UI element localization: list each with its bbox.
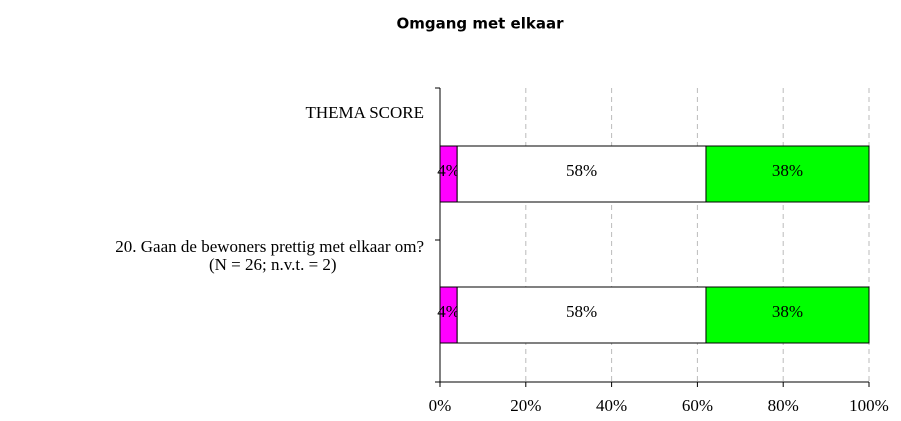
x-tick-label: 100%: [849, 396, 889, 415]
x-tick-label: 0%: [429, 396, 452, 415]
data-label: 38%: [772, 302, 803, 321]
chart-title: Omgang met elkaar: [396, 15, 564, 33]
x-tick-label: 20%: [510, 396, 541, 415]
data-label: 4%: [437, 302, 460, 321]
data-label: 58%: [566, 302, 597, 321]
y-tick-label: 20. Gaan de bewoners prettig met elkaar …: [115, 237, 424, 274]
x-tick-label: 60%: [682, 396, 713, 415]
y-tick-label: THEMA SCORE: [305, 103, 424, 122]
x-tick-label: 40%: [596, 396, 627, 415]
x-tick-label: 80%: [768, 396, 799, 415]
data-label: 4%: [437, 161, 460, 180]
data-label: 38%: [772, 161, 803, 180]
bar-segment: [705, 286, 870, 344]
bar-segment: [456, 286, 707, 344]
bar-segment: [456, 145, 707, 203]
data-label: 58%: [566, 161, 597, 180]
bar-segment: [705, 145, 870, 203]
